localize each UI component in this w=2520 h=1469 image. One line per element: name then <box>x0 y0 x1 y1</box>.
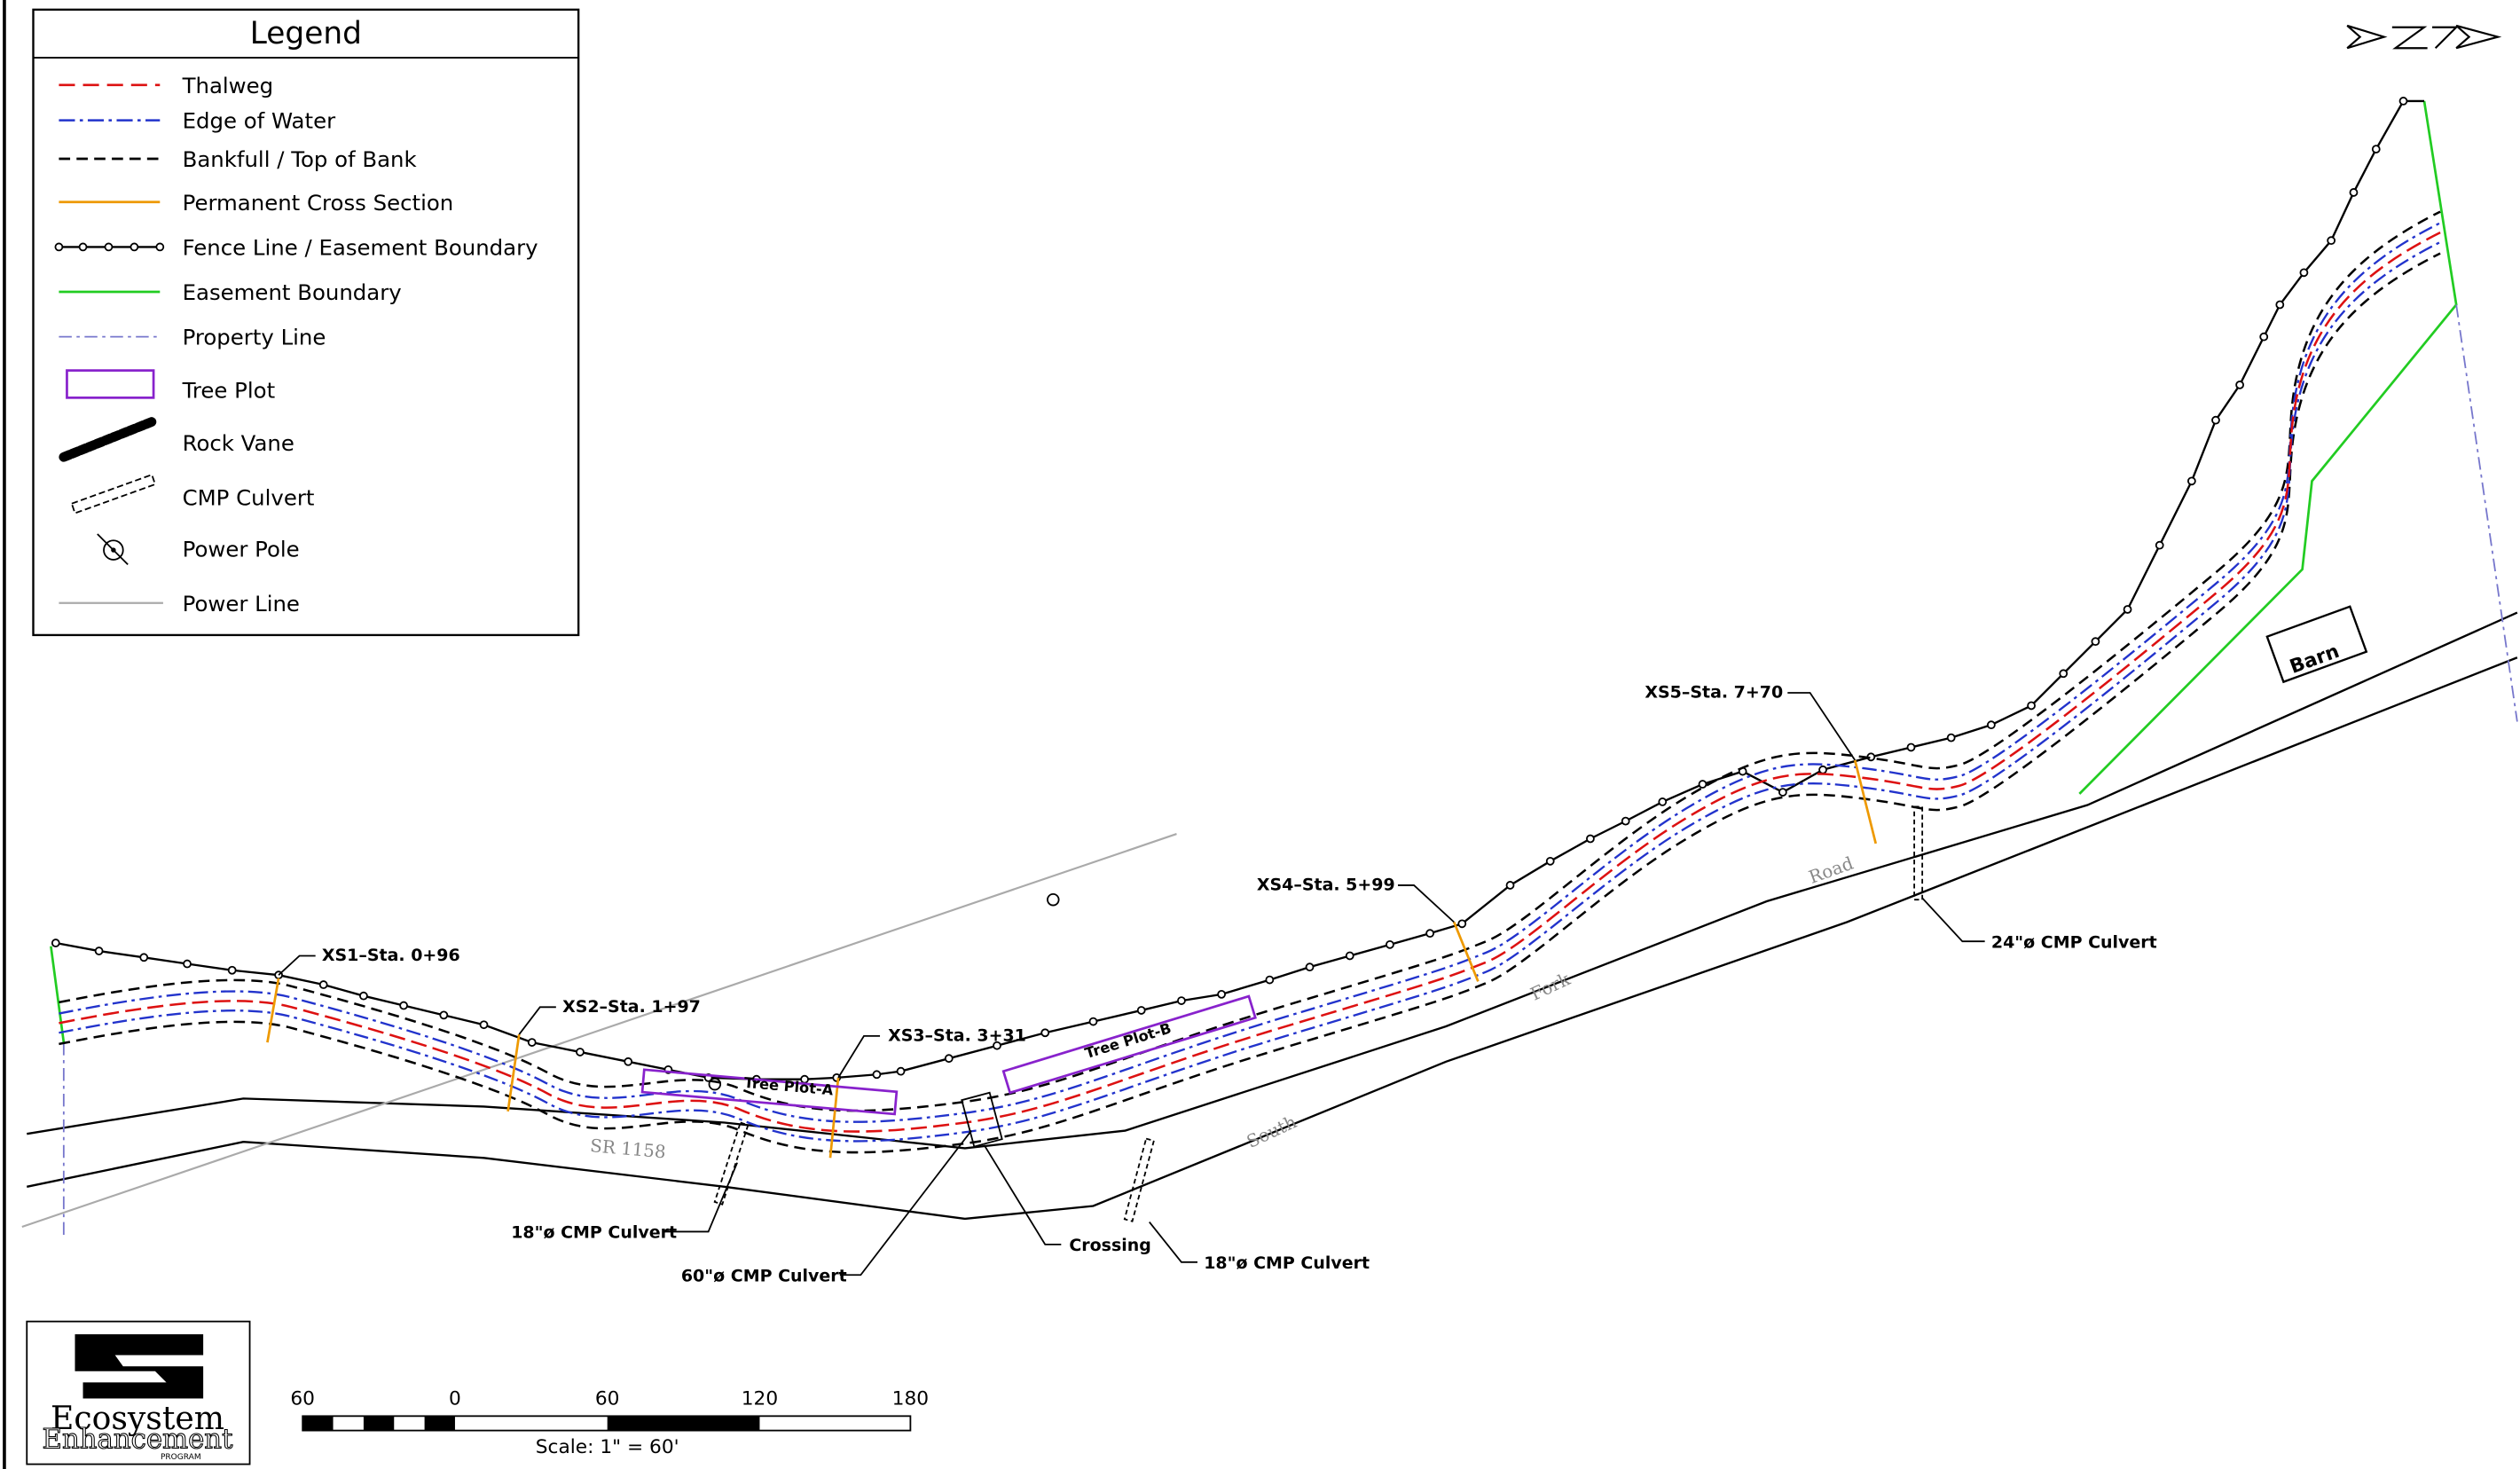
scale-bar-segment <box>608 1416 760 1430</box>
legend-label: Tree Plot <box>182 377 276 403</box>
legend-label: Easement Boundary <box>183 279 402 305</box>
legend-label: Property Line <box>183 325 326 350</box>
scale-caption: Scale: 1" = 60' <box>536 1436 679 1458</box>
scale-tick-label: 180 <box>892 1388 929 1410</box>
scale-tick-label: 120 <box>742 1388 778 1410</box>
cross-section-label: XS2–Sta. 1+97 <box>562 997 701 1017</box>
logo-text: Enhancement <box>43 1423 234 1455</box>
culvert-label: 24"ø CMP Culvert <box>1991 932 2157 952</box>
culvert-label: 18"ø CMP Culvert <box>511 1223 677 1243</box>
scale-tick-label: 0 <box>449 1388 461 1410</box>
legend-label: Edge of Water <box>183 108 336 134</box>
map: XS1–Sta. 0+96 XS2–Sta. 1+97 XS3–Sta. 3+3… <box>0 0 2520 1469</box>
logo-text: PROGRAM <box>161 1453 201 1462</box>
legend-label: Permanent Cross Section <box>183 190 454 216</box>
cross-section-label: XS4–Sta. 5+99 <box>1257 875 1395 894</box>
legend-label: Fence Line / Easement Boundary <box>183 234 538 260</box>
scale-tick-label: 60 <box>290 1388 315 1410</box>
legend-label: Power Line <box>183 591 300 617</box>
culvert-label: 60"ø CMP Culvert <box>681 1266 847 1285</box>
logo: Ecosystem Enhancement PROGRAM <box>27 1322 249 1465</box>
legend-label: Thalweg <box>182 73 274 98</box>
legend-title: Legend <box>250 16 362 51</box>
scale-tick-label: 60 <box>595 1388 620 1410</box>
legend-label: Power Pole <box>183 536 300 562</box>
legend-label: Rock Vane <box>183 430 294 456</box>
legend-label: Bankfull / Top of Bank <box>183 146 418 172</box>
legend-label: CMP Culvert <box>183 484 315 510</box>
crossing-label: Crossing <box>1069 1236 1150 1255</box>
culvert-label: 18"ø CMP Culvert <box>1204 1253 1370 1273</box>
cross-section-label: XS3–Sta. 3+31 <box>888 1025 1026 1045</box>
scale-bar-segment <box>364 1416 394 1430</box>
cross-section-label: XS1–Sta. 0+96 <box>322 946 460 965</box>
cross-section-label: XS5–Sta. 7+70 <box>1645 682 1783 702</box>
scale-bar-segment <box>302 1416 333 1430</box>
scale-bar-segment <box>425 1416 455 1430</box>
legend: Legend Thalweg Edge of Water Bankfull / … <box>33 10 578 635</box>
